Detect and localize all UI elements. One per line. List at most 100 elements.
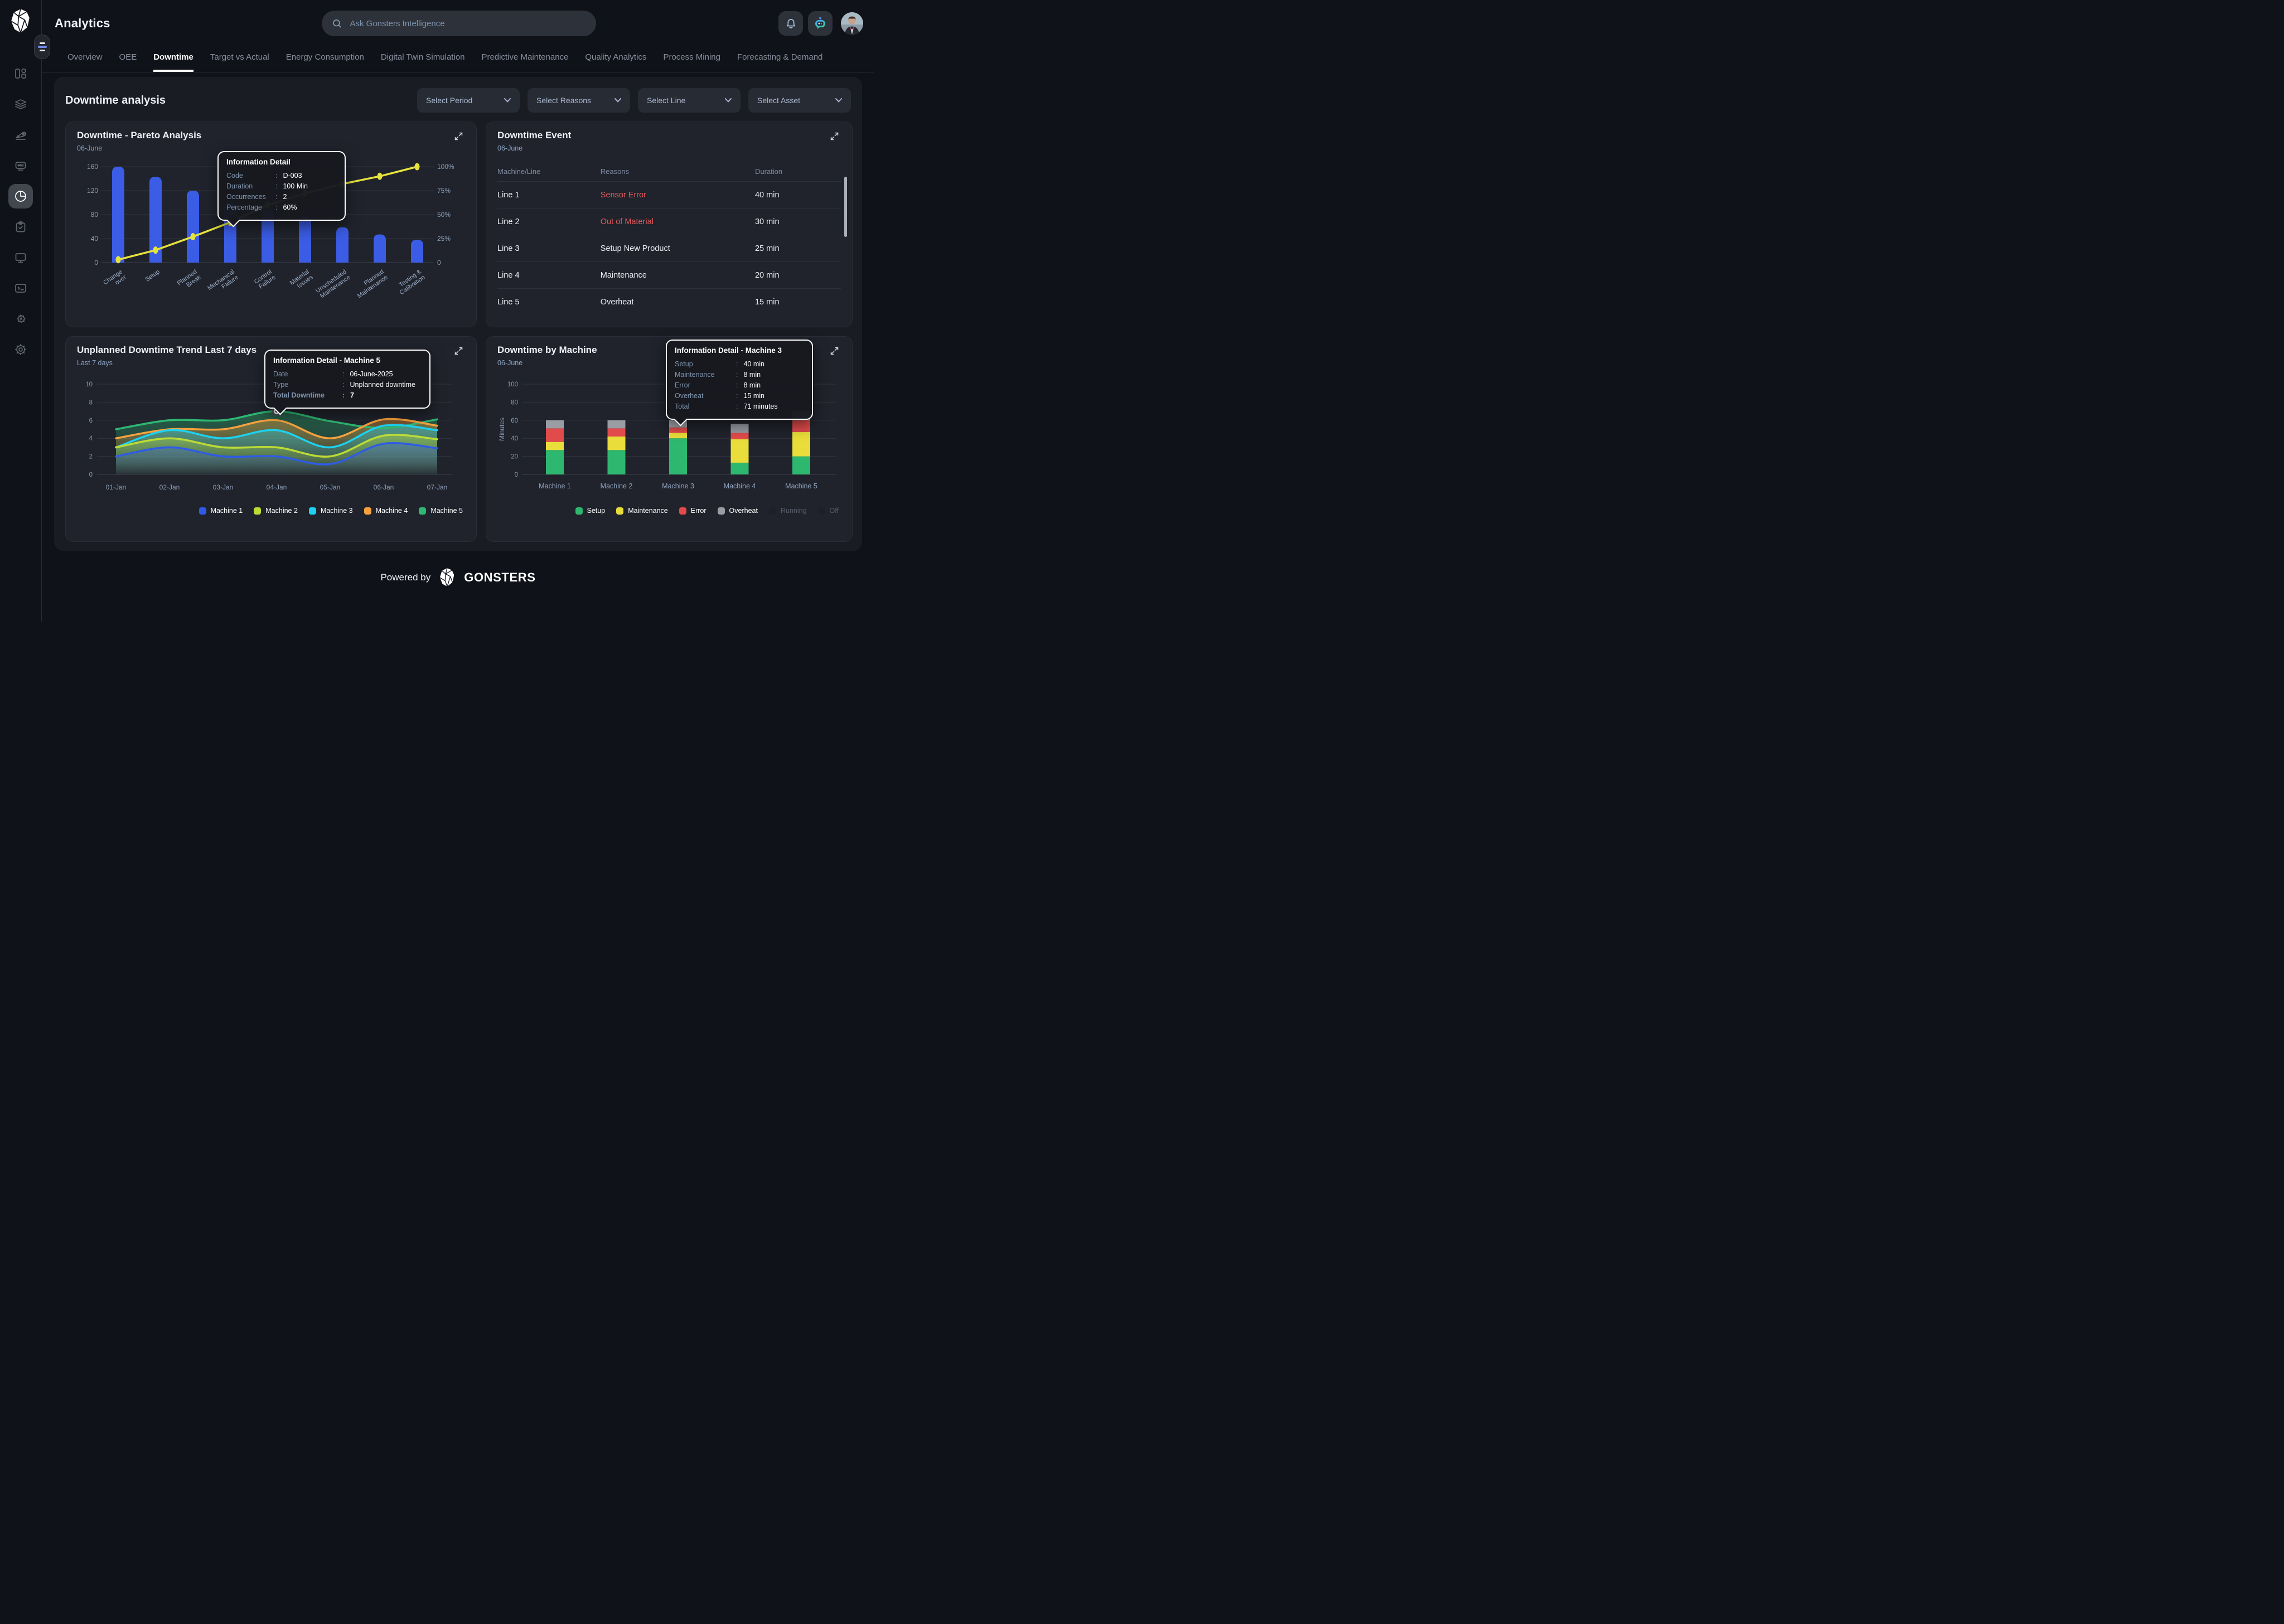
sidebar-item-machine-monitor[interactable] — [8, 153, 33, 178]
tab-bar: Overview OEE Downtime Target vs Actual Energ… — [42, 47, 874, 72]
tab-energy-consumption[interactable]: Energy Consumption — [286, 52, 364, 62]
pareto-card: Downtime - Pareto Analysis 06-June 0 0 40 2… — [65, 122, 477, 327]
legend-item-maintenance[interactable]: Maintenance — [616, 507, 668, 515]
tab-target-vs-actual[interactable]: Target vs Actual — [210, 52, 269, 62]
select-period-dropdown[interactable]: Select Period — [417, 88, 520, 113]
app-logo-icon[interactable] — [8, 8, 33, 37]
svg-text:20: 20 — [511, 454, 518, 460]
legend-item-machine-4[interactable]: Machine 4 — [364, 507, 408, 515]
toggle-bar-accent — [37, 46, 47, 48]
trend-chart[interactable]: 0 2 4 6 8 10 01-Jan 02-Jan 03-Jan 04-Jan 05-Jan 06-… — [77, 371, 465, 502]
table-row-line-3[interactable]: Line 3 Setup New Product 25 min — [497, 235, 841, 261]
svg-text:Machine 3: Machine 3 — [662, 482, 694, 490]
legend-item-setup[interactable]: Setup — [575, 507, 605, 515]
expand-icon[interactable] — [828, 345, 841, 360]
expand-icon[interactable] — [452, 130, 465, 146]
svg-text:100%: 100% — [437, 163, 454, 171]
legend-label: Machine 4 — [375, 507, 408, 515]
table-row-line-1[interactable]: Line 1 Sensor Error 40 min — [497, 181, 841, 208]
svg-text:60: 60 — [511, 418, 518, 424]
legend-item-machine-1[interactable]: Machine 1 — [199, 507, 243, 515]
sidebar-nav — [8, 61, 33, 362]
svg-text:100: 100 — [507, 381, 518, 388]
trend-tooltip: Information Detail - Machine 5 Date:06-J… — [264, 350, 430, 409]
expand-icon[interactable] — [452, 345, 465, 360]
svg-text:0: 0 — [94, 259, 98, 266]
svg-text:80: 80 — [511, 399, 518, 406]
svg-text:MechanicalFailure: MechanicalFailure — [206, 269, 239, 298]
filter-bar: Select Period Select Reasons Select Line Se… — [417, 88, 851, 113]
tab-downtime[interactable]: Downtime — [153, 52, 193, 72]
legend-item-overheat[interactable]: Overheat — [717, 507, 758, 515]
legend-item-machine-2[interactable]: Machine 2 — [254, 507, 298, 515]
notifications-button[interactable] — [778, 11, 803, 36]
expand-icon[interactable] — [828, 130, 841, 146]
ai-assistant-button[interactable] — [808, 11, 833, 36]
legend-item-machine-5[interactable]: Machine 5 — [419, 507, 463, 515]
legend-label: Overheat — [729, 507, 758, 515]
legend-item-error[interactable]: Error — [679, 507, 707, 515]
table-row-line-4[interactable]: Line 4 Maintenance 20 min — [497, 261, 841, 288]
sidebar-item-layers[interactable] — [8, 92, 33, 117]
trend-legend: Machine 1 Machine 2 Machine 3 Machine 4 Mach… — [77, 507, 465, 515]
sidebar-item-conveyor[interactable] — [8, 123, 33, 147]
tab-digital-twin-simulation[interactable]: Digital Twin Simulation — [380, 52, 465, 62]
sidebar-item-clipboard-check[interactable] — [8, 215, 33, 239]
svg-text:Machine 2: Machine 2 — [601, 482, 633, 490]
select-line-dropdown[interactable]: Select Line — [638, 88, 741, 113]
sidebar-item-monitor[interactable] — [8, 245, 33, 270]
user-avatar[interactable] — [841, 12, 863, 35]
tab-oee[interactable]: OEE — [119, 52, 137, 62]
sidebar-item-gear[interactable] — [8, 337, 33, 362]
svg-text:75%: 75% — [437, 187, 451, 195]
legend-swatch — [254, 507, 262, 515]
sidebar-item-dashboard[interactable] — [8, 61, 33, 86]
sidebar-item-terminal[interactable] — [8, 276, 33, 300]
legend-label: Machine 5 — [430, 507, 463, 515]
search-input[interactable] — [349, 18, 586, 29]
section-title: Downtime analysis — [65, 94, 166, 106]
tab-forecasting-demand[interactable]: Forecasting & Demand — [737, 52, 823, 62]
tooltip-row: Overheat:15 min — [675, 392, 765, 400]
select-reasons-dropdown[interactable]: Select Reasons — [528, 88, 630, 113]
tab-predictive-maintenance[interactable]: Predictive Maintenance — [481, 52, 569, 62]
tab-quality-analytics[interactable]: Quality Analytics — [585, 52, 647, 62]
svg-text:Setup: Setup — [144, 269, 161, 283]
pareto-chart[interactable]: 0 0 40 25% 80 50% 120 75% 160 100% Changeover Setup… — [77, 157, 465, 313]
table-row-line-5[interactable]: Line 5 Overheat 15 min — [497, 288, 841, 315]
svg-text:Machine 1: Machine 1 — [539, 482, 571, 490]
chevron-down-icon — [835, 98, 842, 103]
tab-process-mining[interactable]: Process Mining — [663, 52, 720, 62]
svg-text:ControlFailure: ControlFailure — [253, 269, 277, 291]
sidebar-item-pie-chart[interactable] — [8, 184, 33, 209]
svg-text:40: 40 — [511, 435, 518, 442]
legend-label: Machine 1 — [210, 507, 243, 515]
footer: Powered by GONSTERS — [42, 551, 874, 588]
gear-icon — [14, 343, 27, 356]
table-row-line-2[interactable]: Line 2 Out of Material 30 min — [497, 208, 841, 235]
svg-text:25%: 25% — [437, 235, 451, 243]
chevron-down-icon — [504, 98, 511, 103]
table-scrollbar[interactable] — [844, 177, 847, 237]
legend-item-running[interactable]: Running — [768, 507, 807, 515]
search-bar[interactable] — [322, 11, 596, 36]
dropdown-label: Select Asset — [757, 96, 801, 105]
sidebar-collapse-toggle[interactable] — [34, 35, 50, 59]
brand-name: GONSTERS — [464, 570, 536, 584]
svg-text:0: 0 — [437, 259, 441, 266]
main-area: Analytics — [34, 0, 874, 622]
tab-overview[interactable]: Overview — [67, 52, 103, 62]
topbar: Analytics — [42, 0, 874, 47]
legend-item-machine-3[interactable]: Machine 3 — [308, 507, 353, 515]
svg-text:2: 2 — [89, 454, 93, 460]
legend-item-off[interactable]: Off — [817, 507, 839, 515]
panel-header: Downtime analysis Select Period Select Re… — [65, 84, 851, 122]
legend-swatch — [575, 507, 583, 515]
machine-monitor-icon — [15, 162, 26, 171]
select-asset-dropdown[interactable]: Select Asset — [748, 88, 851, 113]
badge-icon — [17, 314, 26, 323]
sidebar-item-badge[interactable] — [8, 307, 33, 331]
svg-text:Testing &Calibration: Testing &Calibration — [395, 268, 427, 296]
legend-label: Machine 2 — [265, 507, 298, 515]
toggle-bar — [39, 42, 45, 44]
